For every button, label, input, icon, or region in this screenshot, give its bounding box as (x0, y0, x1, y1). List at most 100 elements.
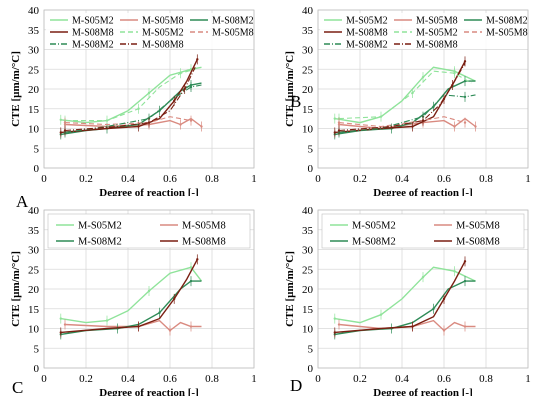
y-tick-label: 15 (302, 304, 314, 316)
legend-label: M-S05M8 (182, 221, 226, 232)
data-point (337, 121, 341, 124)
data-point (453, 125, 456, 128)
y-tick-label: 0 (308, 363, 314, 375)
data-point (63, 121, 67, 124)
data-point (147, 289, 151, 293)
data-point (137, 125, 140, 128)
panel-label-c: C (12, 378, 24, 397)
data-point (463, 60, 467, 63)
data-point (411, 125, 414, 128)
data-point (337, 129, 341, 132)
data-point (147, 91, 151, 95)
data-point (421, 75, 425, 79)
panel-label-a: A (16, 192, 29, 211)
y-tick-label: 20 (302, 284, 314, 296)
chart-a-plot: 0 5 10 15 20 25 30 35 40 0 0.2 0.4 0.6 0.8 1 Degree of … (10, 6, 257, 196)
data-point (411, 91, 414, 95)
y-axis-title: CTE [µm/m/°C] (10, 251, 22, 327)
legend: M-S05M2 M-S05M8 M-S08M2 M-S08M8 (321, 213, 525, 249)
data-point (333, 117, 336, 120)
y-tick-label: 30 (28, 245, 40, 257)
series-line-m-s08m8 (60, 59, 198, 134)
legend-box (46, 13, 252, 49)
plot-frame (317, 9, 529, 169)
series-line-m-s08m8 (338, 63, 466, 132)
y-tick-label: 35 (28, 225, 40, 237)
legend-label: M-S08M2 (212, 16, 254, 27)
data-point (463, 279, 467, 283)
chart-b-plot: 0 5 10 15 20 25 30 35 40 0 0.2 0.4 0.6 0.8 1 Degree of … (284, 6, 531, 196)
legend-label: M-S05M8 (142, 16, 184, 27)
y-axis-title: CTE [µm/m/°C] (284, 251, 296, 327)
data-point (189, 279, 193, 283)
data-point (183, 87, 186, 91)
y-tick-label: 25 (302, 64, 314, 76)
data-point (337, 323, 341, 326)
data-point (173, 297, 176, 301)
plot-frame (43, 209, 255, 369)
data-point (196, 258, 199, 261)
legend-label: M-S08M2 (352, 237, 396, 248)
data-point (442, 297, 446, 301)
chart-d-plot: 0 5 10 15 20 25 30 35 40 0 0.2 0.4 0.6 0.8 1 Degree of … (284, 206, 531, 396)
data-point (189, 119, 193, 122)
chart-c-plot: 0 5 10 15 20 25 30 35 40 0 0.2 0.4 0.6 0.8 1 Degree of … (10, 206, 257, 396)
panel-label-b: B (290, 92, 302, 111)
panel-label-d: D (290, 376, 303, 395)
legend-label: M-S08M2 (486, 16, 528, 27)
data-point (411, 325, 414, 328)
data-point (105, 319, 109, 322)
legend-label: M-S08M8 (142, 40, 184, 51)
data-point (333, 317, 336, 320)
data-point (59, 331, 62, 334)
y-axis-title: CTE [µm/m/°C] (284, 51, 296, 127)
legend-label: M-S08M2 (72, 40, 114, 51)
x-tick-label: 0 (41, 373, 47, 385)
data-point (59, 131, 62, 134)
y-tick-label: 10 (28, 124, 40, 136)
series-group (59, 254, 203, 340)
data-point (463, 79, 467, 83)
y-tick-label: 15 (28, 304, 40, 316)
x-tick-label: 0.2 (353, 373, 367, 385)
legend-label: M-S05M2 (352, 221, 396, 232)
x-tick-label: 1 (525, 373, 531, 385)
data-point (59, 118, 62, 122)
data-point (463, 95, 467, 99)
data-point (432, 307, 435, 310)
y-tick-label: 0 (34, 163, 40, 175)
x-tick-label: 0.4 (121, 373, 135, 385)
x-axis-title: Degree of reaction [-] (373, 387, 472, 396)
data-point (442, 329, 446, 332)
data-point (179, 72, 182, 75)
y-tick-label: 10 (28, 324, 40, 336)
data-point (158, 109, 161, 112)
data-point (474, 125, 477, 128)
series-line-m-s05m2 (338, 70, 472, 120)
data-point (59, 317, 62, 320)
series-group (59, 54, 203, 140)
data-point (200, 125, 203, 128)
x-tick-label: 0 (315, 373, 321, 385)
y-tick-label: 40 (28, 6, 40, 17)
x-tick-label: 0.6 (437, 173, 451, 185)
legend-label: M-S08M8 (416, 40, 458, 51)
y-tick-label: 15 (28, 104, 40, 116)
legend-label: M-S05M8 (456, 221, 500, 232)
legend-label: M-S08M8 (182, 237, 226, 248)
data-point (137, 107, 140, 110)
x-tick-label: 0.8 (205, 173, 219, 185)
series-group (333, 256, 476, 340)
y-tick-label: 20 (28, 84, 40, 96)
x-tick-label: 0 (41, 173, 47, 185)
legend-label: M-S05M2 (346, 16, 388, 27)
series-line-m-s08m8 (60, 259, 198, 334)
legend-box (321, 213, 525, 249)
legend-label: M-S05M2 (78, 221, 122, 232)
chart-panel-d: 0 5 10 15 20 25 30 35 40 0 0.2 0.4 0.6 0.8 1 Degree of … (282, 206, 542, 396)
y-tick-label: 5 (308, 343, 314, 355)
x-tick-label: 0.8 (205, 373, 219, 385)
series-line-m-s05m2 (60, 66, 202, 124)
legend-label: M-S05M8 (486, 28, 528, 39)
y-axis-title: CTE [µm/m/°C] (10, 51, 22, 127)
